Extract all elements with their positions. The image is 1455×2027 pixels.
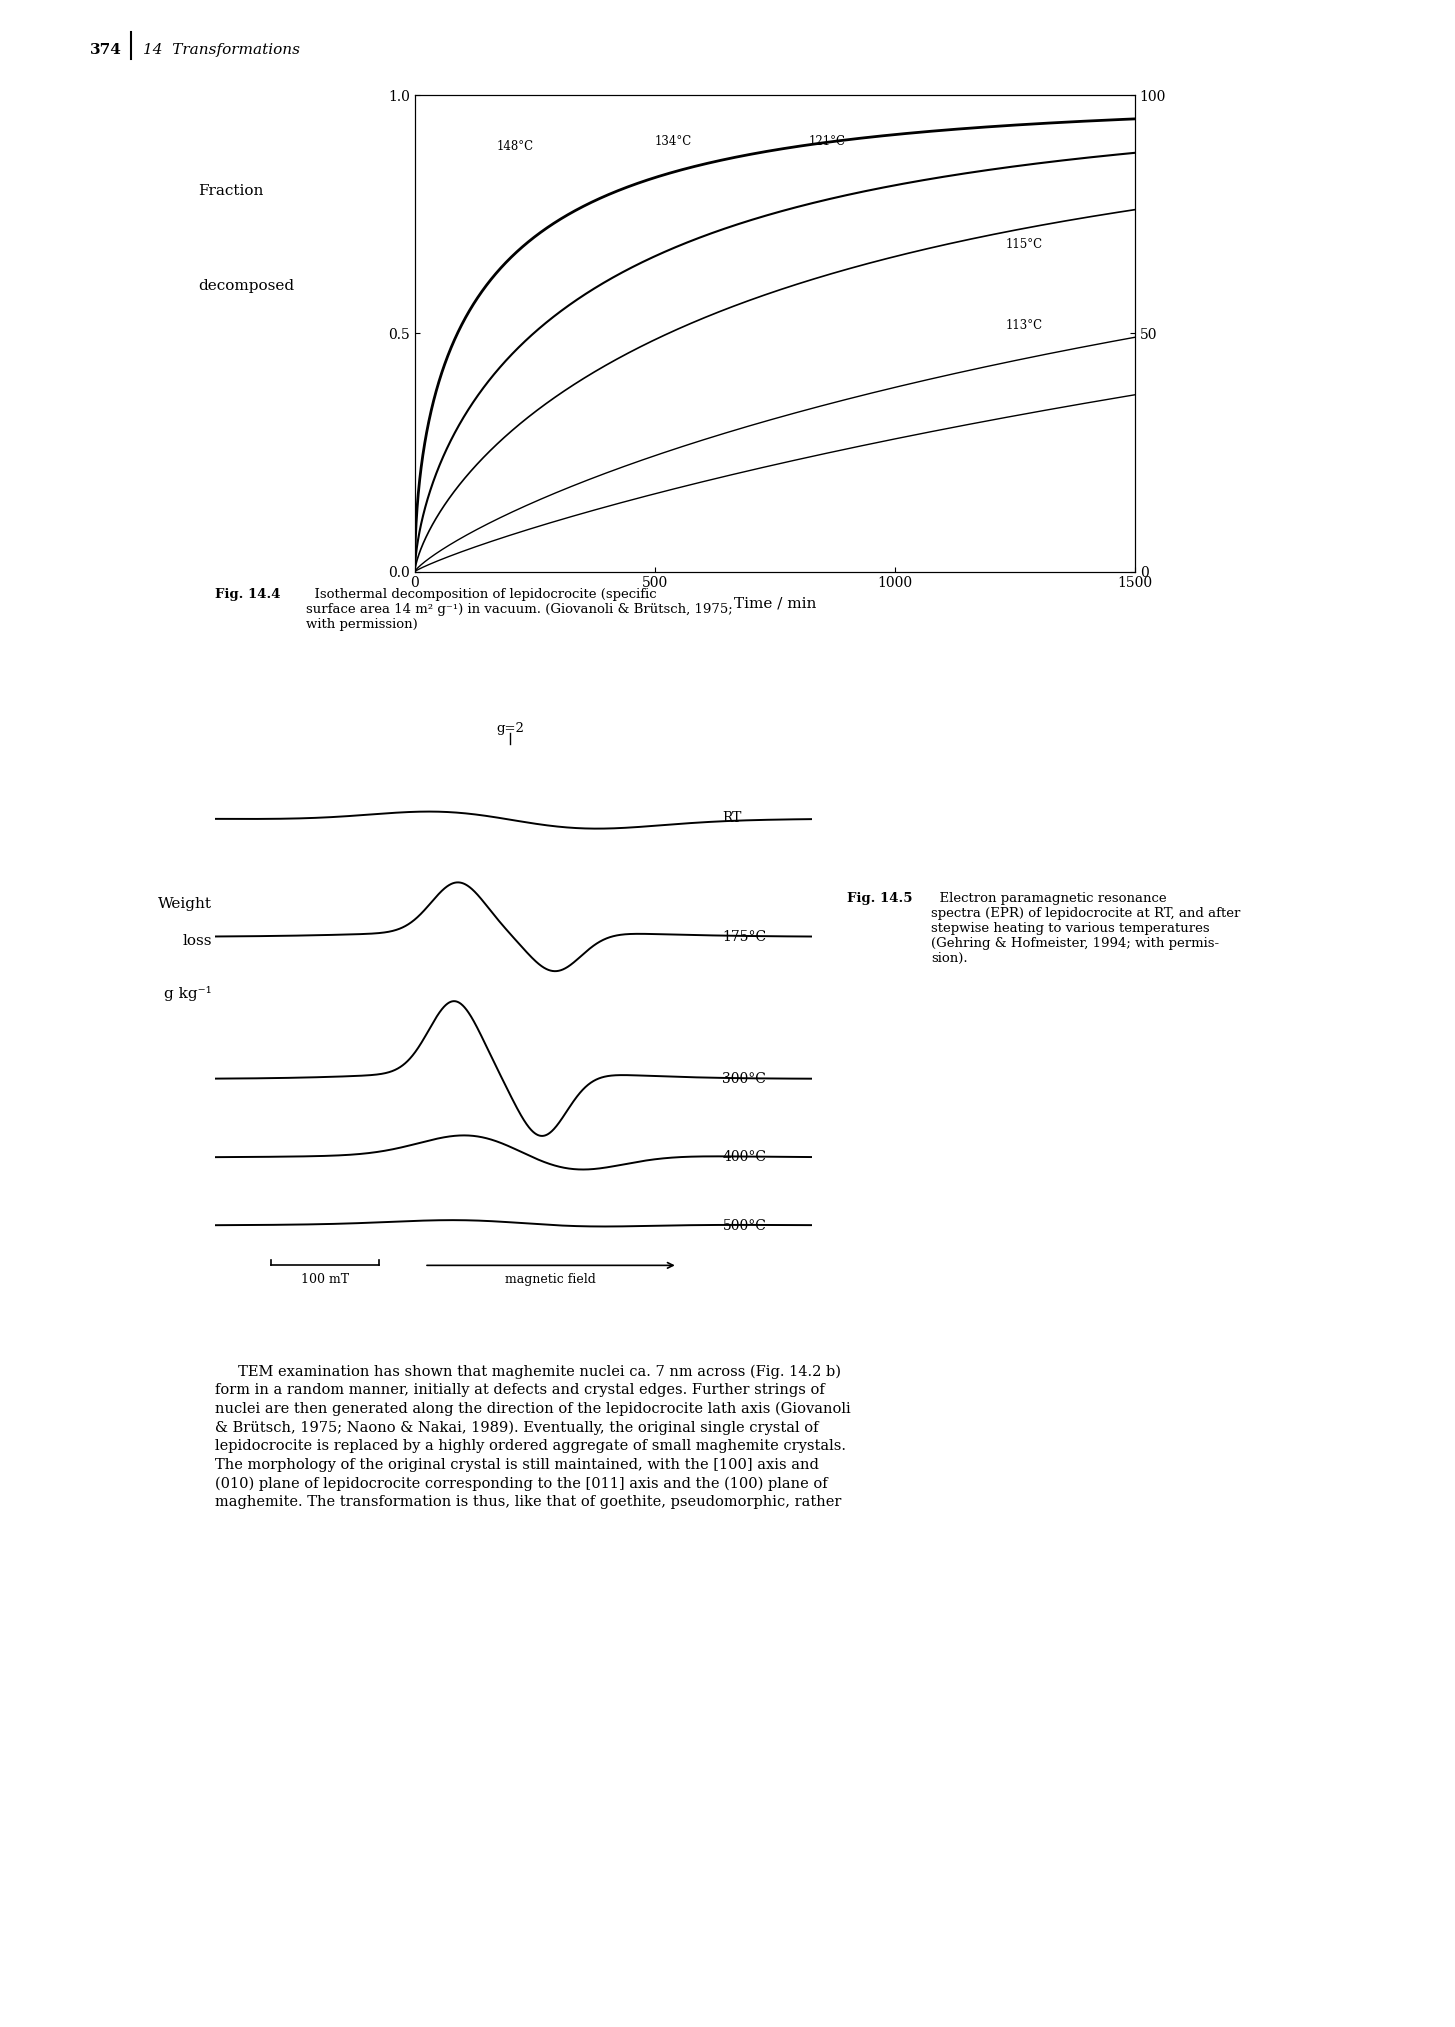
Text: 100 mT: 100 mT <box>301 1273 349 1285</box>
Text: RT: RT <box>722 811 742 825</box>
Text: Fig. 14.5: Fig. 14.5 <box>847 892 912 904</box>
Text: g=2: g=2 <box>496 722 524 734</box>
Text: 500°C: 500°C <box>722 1218 767 1232</box>
Text: Weight: Weight <box>157 896 211 910</box>
Text: Electron paramagnetic resonance
spectra (EPR) of lepidocrocite at RT, and after
: Electron paramagnetic resonance spectra … <box>931 892 1241 965</box>
Text: 134°C: 134°C <box>655 136 693 148</box>
Text: magnetic field: magnetic field <box>505 1273 597 1285</box>
Text: g kg⁻¹: g kg⁻¹ <box>164 985 211 1001</box>
Text: decomposed: decomposed <box>198 280 295 292</box>
Text: 148°C: 148°C <box>496 140 534 154</box>
Text: TEM examination has shown that maghemite nuclei ca. 7 nm across (Fig. 14.2 b)
fo: TEM examination has shown that maghemite… <box>215 1364 851 1508</box>
Text: Isothermal decomposition of lepidocrocite (specific
surface area 14 m² g⁻¹) in v: Isothermal decomposition of lepidocrocit… <box>306 588 732 630</box>
Text: Fraction: Fraction <box>198 184 263 197</box>
Text: 113°C: 113°C <box>1005 318 1042 332</box>
Text: Fig. 14.4: Fig. 14.4 <box>215 588 281 600</box>
Text: 14  Transformations: 14 Transformations <box>143 43 300 57</box>
Text: 300°C: 300°C <box>722 1072 767 1086</box>
Text: 400°C: 400°C <box>722 1151 767 1163</box>
Text: 115°C: 115°C <box>1005 237 1042 251</box>
Text: 374: 374 <box>90 43 122 57</box>
Text: 121°C: 121°C <box>809 136 845 148</box>
Text: 175°C: 175°C <box>722 930 767 945</box>
X-axis label: Time / min: Time / min <box>733 596 816 610</box>
Text: loss: loss <box>182 934 211 949</box>
